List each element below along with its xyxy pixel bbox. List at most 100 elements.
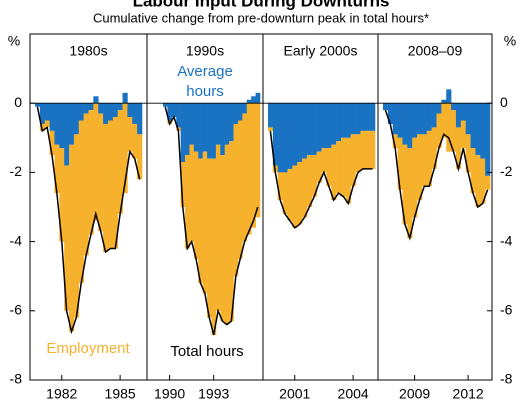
employment-bar [412, 137, 418, 218]
average-hours-label: Average hours [177, 63, 233, 100]
employment-bar [421, 134, 428, 187]
employment-bar [193, 151, 199, 259]
x-tick-label: 1985 [105, 386, 136, 402]
employment-bar [103, 123, 109, 252]
hours-bar [345, 103, 351, 138]
employment-bar [370, 130, 376, 169]
employment-bar [397, 137, 403, 190]
hours-bar [224, 103, 230, 145]
hours-bar [176, 103, 181, 128]
total-hours-line [36, 106, 141, 335]
hours-bar [78, 103, 84, 121]
hours-bar [451, 103, 457, 111]
hours-bar [402, 103, 408, 145]
employment-bar [202, 151, 208, 294]
hours-bar [392, 103, 398, 135]
bars [35, 89, 491, 336]
hours-bar [441, 99, 447, 104]
hours-bar [69, 103, 75, 145]
employment-bar [297, 162, 303, 225]
hours-bar [387, 103, 394, 124]
hours-bar [198, 103, 203, 159]
hours-bar [211, 103, 217, 159]
employment-bar [59, 148, 65, 242]
employment-bar [480, 158, 486, 204]
x-tick-label: 1990 [154, 386, 185, 402]
employment-bar [137, 134, 143, 180]
y-tick-label: -6 [10, 302, 23, 318]
hours-bar [35, 103, 41, 107]
panel-title: Early 2000s [284, 43, 358, 59]
employment-bar [233, 123, 239, 277]
label-line: Average [177, 63, 233, 80]
y-tick-label: 0 [14, 94, 22, 110]
hours-bar [117, 103, 123, 111]
employment-bar [215, 144, 221, 311]
hours-bar [64, 103, 70, 166]
employment-bar [251, 103, 256, 228]
hours-bar [383, 103, 389, 111]
employment-bar [451, 110, 457, 152]
employment-bar [282, 172, 288, 214]
employment-bar [326, 148, 332, 187]
y-unit-left: % [8, 33, 20, 49]
hours-bar [193, 103, 199, 152]
hours-bar [220, 103, 226, 156]
hours-bar [326, 103, 332, 149]
hours-bar [54, 103, 60, 145]
employment-bar [292, 165, 298, 228]
employment-bar [224, 144, 230, 325]
employment-bar [44, 120, 50, 128]
hours-bar [242, 103, 248, 114]
employment-bar [112, 117, 118, 249]
lines [36, 106, 489, 336]
employment-bar [49, 130, 55, 156]
x-tick-label: 2001 [279, 386, 310, 402]
employment-bar [436, 113, 442, 149]
employment-bar [180, 162, 186, 207]
hours-bar [163, 103, 168, 107]
hours-bar [207, 103, 212, 159]
employment-bar [78, 120, 84, 284]
employment-bar [321, 148, 327, 173]
hours-bar [431, 103, 437, 128]
hours-bar [44, 103, 50, 121]
employment-bar [402, 144, 408, 225]
hours-bar [297, 103, 303, 163]
employment-bar [365, 130, 371, 169]
hours-bar [137, 103, 143, 135]
employment-bar [211, 158, 217, 336]
employment-bar [189, 144, 195, 242]
hours-bar [407, 103, 413, 149]
employment-bar [54, 144, 60, 194]
employment-bar [316, 151, 322, 183]
hours-bar [171, 103, 177, 118]
hours-bar [302, 103, 308, 159]
employment-bar [198, 158, 203, 284]
hours-bar [480, 103, 486, 159]
x-tick-label: 2012 [453, 386, 484, 402]
hours-bar [455, 103, 462, 128]
hours-bar [103, 103, 109, 124]
employment-bar [302, 158, 308, 218]
employment-bar [407, 148, 413, 239]
hours-bar [215, 103, 221, 145]
employment-bar [242, 113, 248, 242]
panel-title: 1980s [69, 43, 107, 59]
employment-bar [88, 110, 94, 235]
hours-bar [292, 103, 298, 166]
employment-bar [229, 141, 234, 322]
hours-bar [412, 103, 418, 138]
panel-title: 1990s [186, 43, 224, 59]
employment-bar [306, 155, 313, 207]
employment-bar [277, 172, 283, 201]
hours-bar [59, 103, 65, 149]
employment-bar [311, 155, 317, 197]
employment-bar [255, 103, 261, 218]
hours-bar [370, 103, 376, 131]
hours-bar [417, 103, 423, 135]
hours-bar [246, 99, 252, 104]
hours-bar [336, 103, 342, 142]
employment-bar [485, 175, 491, 190]
